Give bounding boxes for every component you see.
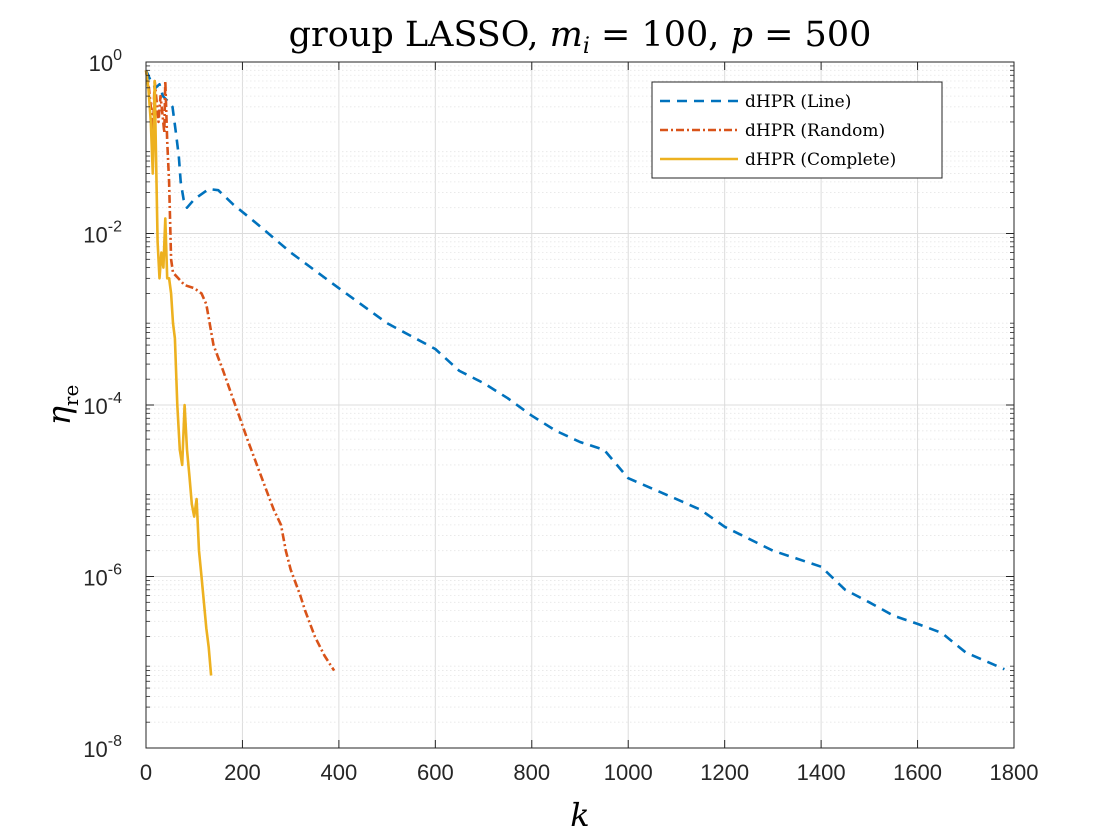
y-tick-label-exponent: -8 [108,733,122,750]
legend-box [651,81,943,179]
y-axis-label-symbol: η [40,406,78,425]
series-line-random [144,70,336,672]
x-tick-label: 0 [140,760,152,785]
title-prefix: group LASSO, [289,15,550,55]
x-tick-label: 600 [417,760,454,785]
y-tick-label-base: 10 [83,737,107,762]
y-tick-label: 100 [89,47,122,76]
x-tick-labels: 0 200 400 600 800 1000 1200 1400 1600 1800 [140,760,1039,785]
title-m-value: = 100, [590,15,731,55]
x-tick-label: 1600 [893,760,942,785]
y-axis-label: ηre [40,385,83,426]
x-axis-label: k [570,796,589,834]
y-tick-label-base: 10 [83,223,107,248]
title-m-symbol: m [550,15,583,55]
x-tick-label: 400 [321,760,358,785]
x-tick-label: 800 [513,760,550,785]
title-m-subscript: i [583,34,590,59]
y-tick-label: 10-4 [83,390,122,419]
y-tick-label: 10-2 [83,219,122,248]
x-tick-label: 1200 [700,760,749,785]
legend-label-complete: dHPR (Complete) [745,150,896,170]
y-axis-label-subscript: re [59,385,83,406]
y-tick-label-exponent: 0 [113,47,122,64]
ticks [145,61,1015,749]
x-tick-label: 1800 [990,760,1039,785]
y-tick-label-base: 10 [83,566,107,591]
chart-title: group LASSO, mi = 100, p = 500 [289,15,872,59]
series-lines [144,69,1005,676]
series-line-line [144,69,1005,671]
x-tick-label: 1400 [797,760,846,785]
y-tick-label-exponent: -4 [108,390,122,407]
legend-label-random: dHPR (Random) [745,121,885,141]
series-line-complete [144,70,213,676]
y-tick-label: 10-8 [83,733,122,762]
y-tick-label-exponent: -2 [108,219,122,236]
y-tick-label: 10-6 [83,562,122,591]
y-tick-label-base: 10 [83,394,107,419]
y-tick-label-base: 10 [89,51,113,76]
legend: dHPR (Line) dHPR (Random) dHPR (Complete… [651,81,943,179]
x-tick-label: 1000 [604,760,653,785]
title-p-symbol: p [731,15,753,55]
legend-label-line: dHPR (Line) [745,92,851,112]
x-tick-label: 200 [224,760,261,785]
y-tick-label-exponent: -6 [108,562,122,579]
title-p-value: = 500 [753,15,871,55]
